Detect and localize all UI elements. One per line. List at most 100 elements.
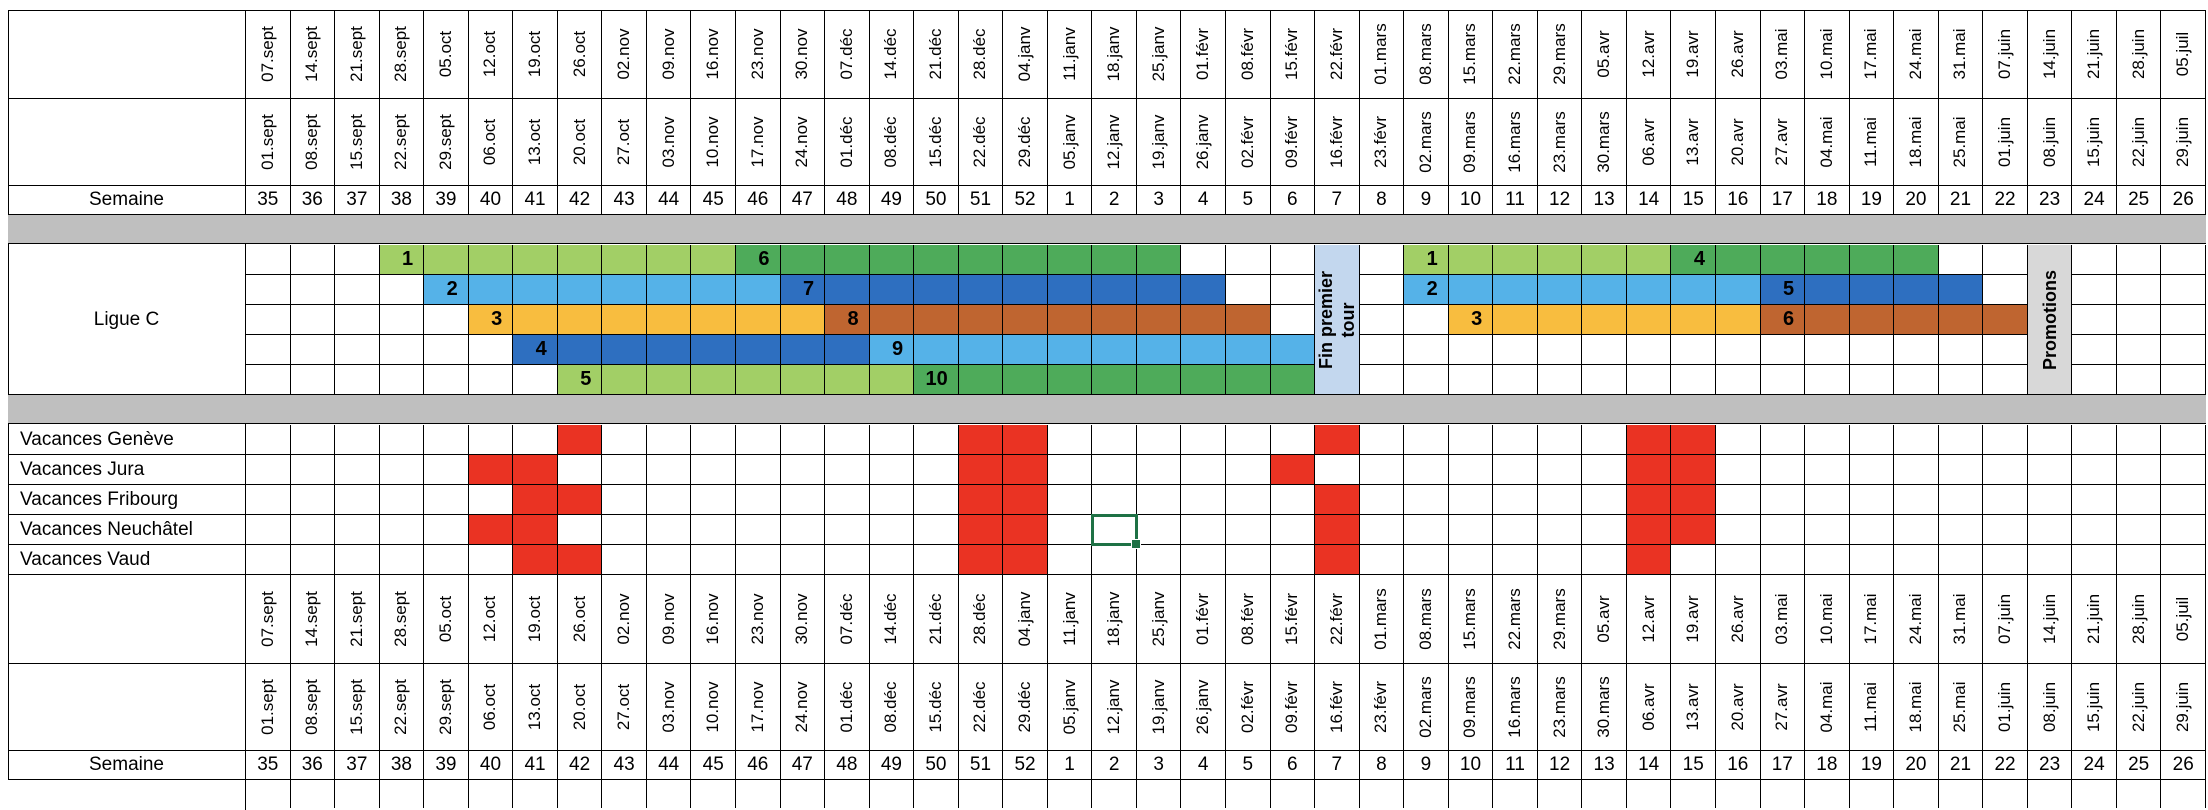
week-number-cell[interactable]: 12 <box>1537 186 1583 215</box>
week-number-cell[interactable]: 20 <box>1894 751 1939 780</box>
vacation-cell[interactable] <box>513 485 558 515</box>
empty-cell[interactable] <box>825 485 870 515</box>
week-start-date[interactable]: 08.déc <box>869 99 915 186</box>
week-end-date[interactable]: 08.mars <box>1404 10 1449 99</box>
schedule-cell[interactable] <box>869 245 915 275</box>
week-number-cell[interactable]: 9 <box>1404 751 1449 780</box>
week-number-cell[interactable]: 51 <box>958 186 1004 215</box>
week-number-cell[interactable]: 1 <box>1047 186 1093 215</box>
week-start-date[interactable]: 15.déc <box>914 99 959 186</box>
week-end-date[interactable]: 08.févr <box>1226 575 1271 664</box>
week-end-date[interactable]: 12.avr <box>1626 575 1672 664</box>
week-end-date[interactable]: 23.nov <box>736 575 781 664</box>
week-number-cell[interactable]: 5 <box>1226 751 1271 780</box>
schedule-cell[interactable] <box>1626 305 1672 335</box>
empty-cell[interactable] <box>424 425 469 455</box>
week-end-date[interactable]: 15.févr <box>1270 575 1316 664</box>
week-start-date[interactable]: 08.sept <box>290 99 336 186</box>
schedule-cell[interactable] <box>1226 365 1271 395</box>
schedule-cell[interactable] <box>1938 275 1984 305</box>
schedule-cell[interactable] <box>1716 245 1761 275</box>
schedule-cell[interactable] <box>1092 335 1137 365</box>
week-number-cell[interactable]: 18 <box>1805 186 1850 215</box>
empty-cell[interactable] <box>1136 455 1182 485</box>
empty-cell[interactable] <box>290 425 336 455</box>
week-start-date[interactable]: 09.mars <box>1448 99 1494 186</box>
empty-cell[interactable] <box>2072 515 2117 545</box>
schedule-cell[interactable] <box>557 305 603 335</box>
empty-cell[interactable] <box>1270 245 1316 275</box>
empty-cell[interactable] <box>335 245 380 275</box>
empty-cell[interactable] <box>825 515 870 545</box>
week-start-date[interactable]: 22.déc <box>958 99 1004 186</box>
empty-cell[interactable] <box>424 515 469 545</box>
schedule-cell[interactable] <box>1582 305 1627 335</box>
vacation-cell[interactable] <box>1671 515 1716 545</box>
week-end-date[interactable]: 09.nov <box>646 10 692 99</box>
empty-cell[interactable] <box>2116 305 2162 335</box>
empty-cell[interactable] <box>1582 515 1627 545</box>
empty-cell[interactable] <box>2161 245 2206 275</box>
empty-cell[interactable] <box>1226 275 1271 305</box>
empty-cell[interactable] <box>736 515 781 545</box>
week-start-date[interactable]: 18.mai <box>1894 664 1939 751</box>
week-start-date[interactable]: 18.mai <box>1894 99 1939 186</box>
week-start-date[interactable]: 08.juin <box>2027 664 2073 751</box>
empty-cell[interactable] <box>1136 515 1182 545</box>
empty-cell[interactable] <box>1404 305 1449 335</box>
empty-cell[interactable] <box>2072 545 2117 575</box>
empty-cell[interactable] <box>1760 425 1806 455</box>
week-end-date[interactable]: 19.avr <box>1671 575 1716 664</box>
week-number-cell[interactable]: 38 <box>379 751 425 780</box>
vacation-cell[interactable] <box>958 455 1004 485</box>
empty-cell[interactable] <box>1270 305 1316 335</box>
week-end-date[interactable]: 17.mai <box>1849 10 1895 99</box>
empty-cell[interactable] <box>1894 485 1939 515</box>
vacation-cell[interactable] <box>958 485 1004 515</box>
empty-cell[interactable] <box>602 515 647 545</box>
schedule-cell[interactable] <box>1671 305 1716 335</box>
empty-cell[interactable] <box>1047 455 1093 485</box>
empty-cell[interactable] <box>869 515 915 545</box>
schedule-cell[interactable] <box>1493 275 1538 305</box>
empty-cell[interactable] <box>1849 425 1895 455</box>
week-start-date[interactable]: 03.nov <box>646 99 692 186</box>
week-start-date[interactable]: 20.avr <box>1716 99 1761 186</box>
empty-cell[interactable] <box>1849 365 1895 395</box>
empty-cell[interactable] <box>1983 485 2028 515</box>
vacation-cell[interactable] <box>958 515 1004 545</box>
empty-cell[interactable] <box>1047 545 1093 575</box>
week-number-cell[interactable]: 40 <box>468 186 514 215</box>
week-end-date[interactable]: 16.nov <box>691 575 736 664</box>
empty-cell[interactable] <box>1805 365 1850 395</box>
schedule-cell[interactable] <box>1537 305 1583 335</box>
empty-cell[interactable] <box>1805 335 1850 365</box>
empty-cell[interactable] <box>1983 365 2028 395</box>
schedule-cell[interactable] <box>869 275 915 305</box>
week-start-date[interactable]: 13.oct <box>513 99 558 186</box>
empty-cell[interactable] <box>914 545 959 575</box>
empty-cell[interactable] <box>335 305 380 335</box>
week-number-cell[interactable]: 37 <box>335 186 380 215</box>
week-end-date[interactable]: 14.déc <box>869 575 915 664</box>
fill-handle[interactable] <box>1130 539 1141 549</box>
schedule-cell[interactable] <box>1270 335 1316 365</box>
empty-cell[interactable] <box>2116 335 2162 365</box>
week-number-cell[interactable]: 6 <box>1270 751 1316 780</box>
empty-cell[interactable] <box>1671 365 1716 395</box>
week-number-cell[interactable]: 43 <box>602 186 647 215</box>
vacation-cell[interactable] <box>1626 455 1672 485</box>
week-number-cell[interactable]: 42 <box>557 751 603 780</box>
week-number-cell[interactable]: 9 <box>1404 186 1449 215</box>
schedule-cell[interactable] <box>1047 245 1093 275</box>
empty-cell[interactable] <box>1849 335 1895 365</box>
week-start-date[interactable]: 16.mars <box>1493 664 1538 751</box>
empty-cell[interactable] <box>1359 335 1405 365</box>
round-number[interactable]: 4 <box>513 335 558 365</box>
empty-cell[interactable] <box>1938 425 1984 455</box>
week-number-cell[interactable]: 4 <box>1181 186 1226 215</box>
week-start-date[interactable]: 02.févr <box>1226 664 1271 751</box>
empty-cell[interactable] <box>2116 245 2162 275</box>
empty-cell[interactable] <box>646 515 692 545</box>
week-number-cell[interactable]: 6 <box>1270 186 1316 215</box>
